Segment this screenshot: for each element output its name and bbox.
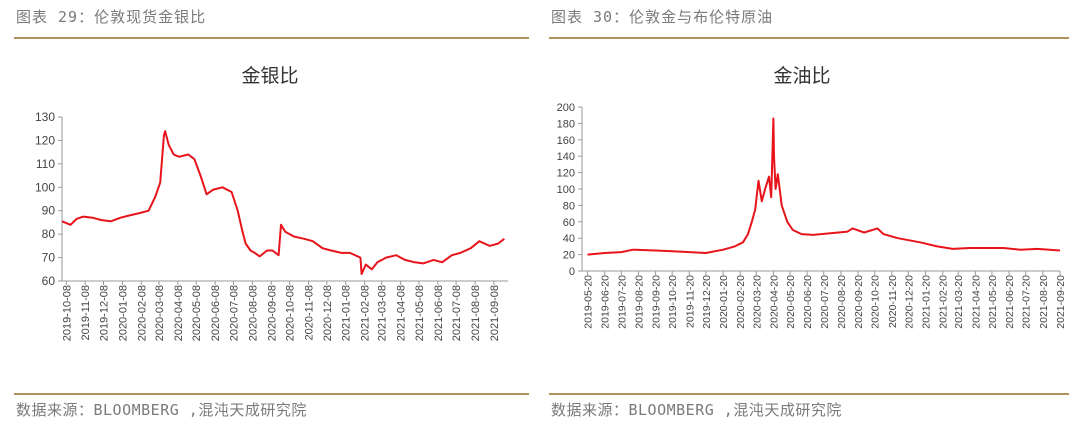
gold-silver-ratio-chart: 金银比 60 70 80 90 100 110 120 130 2019-10-08 2019-11… [35, 65, 508, 341]
x-tick-label: 2020-04-08 [173, 285, 185, 341]
x-tick-label: 2021-06-08 [433, 285, 445, 341]
y-tick-label: 120 [35, 133, 55, 147]
y-tick-label: 160 [557, 135, 575, 147]
x-tick-label: 2019-07-20 [616, 275, 628, 329]
chart-title: 金油比 [773, 65, 830, 87]
x-tick-label: 2019-09-20 [651, 275, 663, 329]
x-tick-label: 2021-07-08 [451, 285, 463, 341]
x-tick-label: 2021-06-20 [1004, 275, 1016, 329]
series-line [587, 117, 1061, 256]
x-tick-label: 2020-05-08 [191, 285, 203, 341]
x-tick-label: 2020-12-20 [903, 275, 915, 329]
x-tick-label: 2019-10-20 [667, 275, 679, 329]
y-tick-label: 80 [42, 227, 56, 241]
x-tick-label: 2020-06-20 [802, 275, 814, 329]
x-tick-label: 2020-05-20 [785, 275, 797, 329]
x-tick-label: 2021-02-08 [360, 285, 372, 341]
left-figure-title: 图表 29：伦敦现货金银比 [16, 8, 207, 26]
x-tick-label: 2020-12-08 [322, 285, 334, 341]
x-tick-label: 2020-09-20 [853, 275, 865, 329]
x-tick-label: 2019-12-08 [98, 285, 110, 341]
x-tick-label: 2020-08-08 [247, 285, 259, 341]
x-tick-label: 2020-11-20 [887, 275, 899, 328]
x-tick-label: 2020-10-20 [870, 275, 882, 329]
y-tick-label: 130 [35, 110, 55, 124]
x-tick-label: 2019-11-08 [80, 285, 92, 340]
y-tick-label: 140 [557, 151, 575, 163]
left-top-rule [14, 37, 529, 39]
x-tick-label: 2019-10-08 [61, 285, 73, 341]
y-tick-label: 60 [563, 217, 575, 229]
x-tick-label: 2021-04-20 [970, 275, 982, 329]
x-tick-label: 2021-05-08 [414, 285, 426, 341]
y-tick-label: 180 [557, 118, 575, 130]
y-tick-label: 200 [557, 102, 575, 114]
x-tick-label: 2021-08-08 [470, 285, 482, 341]
x-tick-label: 2019-12-20 [701, 275, 713, 329]
x-tick-label: 2020-02-08 [136, 285, 148, 341]
x-tick-label: 2021-01-08 [341, 285, 353, 341]
right-figure-title: 图表 30：伦敦金与布伦特原油 [551, 8, 774, 26]
x-tick-label: 2020-07-08 [228, 285, 240, 341]
y-tick-label: 70 [42, 251, 56, 265]
right-bottom-rule [549, 393, 1069, 395]
x-tick-label: 2020-02-20 [735, 275, 747, 329]
x-tick-label: 2019-08-20 [633, 275, 645, 329]
y-tick-label: 90 [42, 204, 56, 218]
x-tick-label: 2021-03-20 [953, 275, 965, 329]
x-tick-label: 2020-03-20 [751, 275, 763, 329]
x-tick-label: 2021-07-20 [1021, 275, 1033, 329]
x-tick-label: 2020-09-08 [266, 285, 278, 341]
x-tick-label: 2020-04-20 [768, 275, 780, 329]
y-tick-label: 110 [36, 157, 55, 171]
y-tick-label: 40 [563, 233, 575, 245]
y-tick-label: 0 [569, 266, 575, 278]
series-line [61, 130, 505, 275]
gold-oil-ratio-chart: 金油比 0 20 40 60 80 100 120 140 160 180 200 2019-05-20… [557, 65, 1067, 329]
x-tick-label: 2020-08-20 [836, 275, 848, 329]
left-source-note: 数据来源：BLOOMBERG ,混沌天成研究院 [16, 401, 307, 419]
x-tick-label: 2021-09-20 [1055, 275, 1067, 329]
x-tick-label: 2021-08-20 [1038, 275, 1050, 329]
x-tick-label: 2021-01-20 [921, 275, 933, 329]
y-tick-label: 120 [557, 168, 575, 180]
chart-title: 金银比 [241, 65, 298, 87]
x-tick-label: 2020-11-08 [303, 285, 315, 340]
x-tick-label: 2019-06-20 [600, 275, 612, 329]
x-tick-label: 2021-05-20 [987, 275, 999, 329]
y-tick-label: 100 [557, 184, 575, 196]
x-tick-label: 2020-07-20 [819, 275, 831, 329]
y-tick-label: 100 [35, 180, 55, 194]
x-tick-label: 2021-02-20 [938, 275, 950, 329]
y-tick-label: 80 [563, 200, 575, 212]
x-tick-label: 2021-09-08 [489, 285, 501, 341]
x-tick-label: 2020-01-20 [718, 275, 730, 329]
right-source-note: 数据来源：BLOOMBERG ,混沌天成研究院 [551, 401, 842, 419]
x-tick-label: 2019-11-20 [684, 275, 696, 328]
x-tick-label: 2020-06-08 [210, 285, 222, 341]
right-top-rule [549, 37, 1069, 39]
left-bottom-rule [14, 393, 529, 395]
y-tick-label: 60 [42, 274, 56, 288]
x-tick-label: 2021-03-08 [377, 285, 389, 341]
x-tick-label: 2019-05-20 [583, 275, 595, 329]
x-tick-label: 2020-01-08 [117, 285, 129, 341]
x-tick-label: 2020-10-08 [285, 285, 297, 341]
x-tick-label: 2020-03-08 [154, 285, 166, 341]
y-tick-label: 20 [563, 250, 575, 262]
x-tick-label: 2021-04-08 [396, 285, 408, 341]
